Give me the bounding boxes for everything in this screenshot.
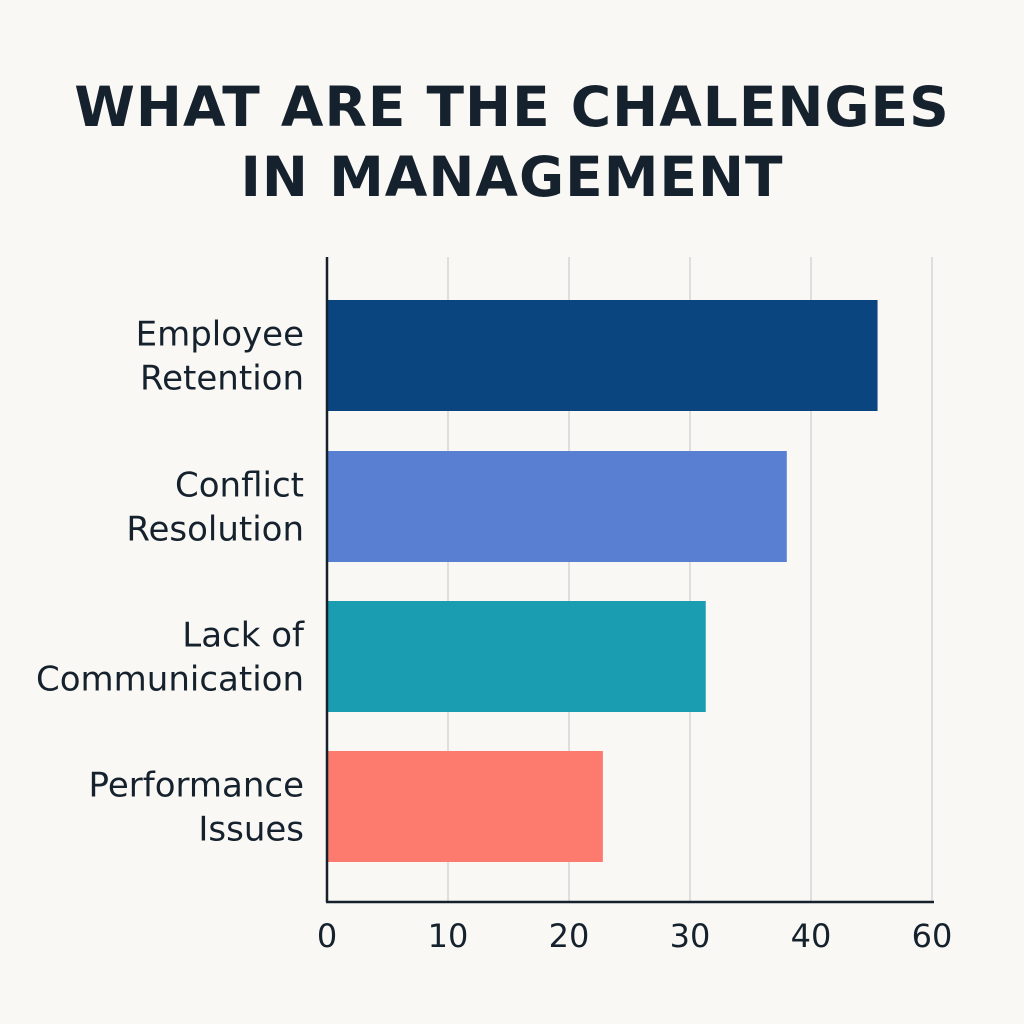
x-tick-label-3: 30 xyxy=(670,917,711,955)
category-label-line: Employee xyxy=(136,315,304,355)
x-tick-label-4: 40 xyxy=(791,917,832,955)
chart-title: WHAT ARE THE CHALENGES IN MANAGEMENT xyxy=(0,72,1024,212)
category-label-line: Resolution xyxy=(126,510,304,550)
category-label-line: Communication xyxy=(36,660,304,700)
bar-2 xyxy=(327,601,706,712)
category-label-line: Conflict xyxy=(175,466,304,506)
x-tick-label-5: 60 xyxy=(912,917,953,955)
x-tick-label-0: 0 xyxy=(317,917,337,955)
category-label-3: Performance Issues xyxy=(89,766,304,850)
category-label-2: Lack of Communication xyxy=(36,616,305,700)
bar-1 xyxy=(327,451,787,562)
bar-0 xyxy=(327,300,878,411)
category-label-1: Conflict Resolution xyxy=(126,466,304,550)
category-label-line: Lack of xyxy=(182,616,305,656)
x-tick-label-1: 10 xyxy=(428,917,469,955)
bar-3 xyxy=(327,751,603,862)
category-label-line: Performance xyxy=(89,766,304,806)
category-label-line: Issues xyxy=(198,810,304,850)
x-tick-label-2: 20 xyxy=(549,917,590,955)
category-label-line: Retention xyxy=(140,359,304,399)
chart-title-line-1: WHAT ARE THE CHALENGES xyxy=(74,75,950,139)
category-label-0: Employee Retention xyxy=(136,315,304,399)
chart-title-line-2: IN MANAGEMENT xyxy=(240,145,784,209)
